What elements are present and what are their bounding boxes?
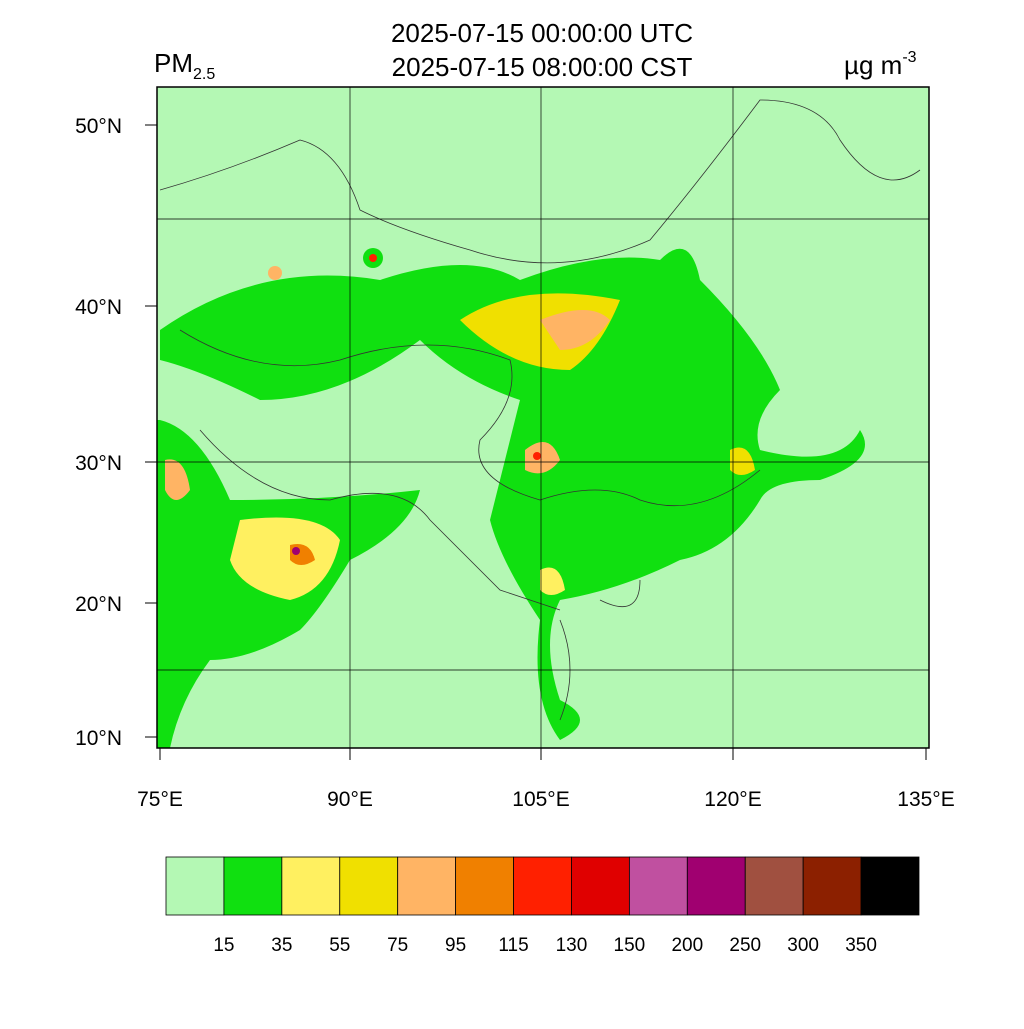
colorbar-box <box>223 856 283 916</box>
colorbar-label: 75 <box>387 935 408 956</box>
colorbar-box <box>165 856 225 916</box>
graticule <box>157 87 929 748</box>
lat-label: 30°N <box>75 452 122 475</box>
colorbar-label: 115 <box>498 935 528 956</box>
lon-label: 90°E <box>327 788 373 811</box>
title-line: 2025-07-15 00:00:00 UTC <box>391 18 693 48</box>
colorbar-label: 300 <box>787 935 819 956</box>
colorbar-box <box>628 856 688 916</box>
colorbar-box <box>281 856 341 916</box>
colorbar-box <box>455 856 514 916</box>
unit-sup: -3 <box>902 49 916 66</box>
unit-label: µg m-3 <box>844 49 917 80</box>
colorbar-label: 200 <box>671 935 703 956</box>
lon-label: 105°E <box>512 788 569 811</box>
colorbar-box <box>397 856 457 916</box>
lat-label: 20°N <box>75 593 122 616</box>
colorbar-box <box>744 856 804 916</box>
colorbar-box <box>802 856 862 916</box>
colorbar-label: 55 <box>329 935 350 956</box>
colorbar-box <box>571 856 630 916</box>
unit-base: µg m <box>844 50 902 80</box>
title-line: 2025-07-15 08:00:00 CST <box>392 52 693 82</box>
colorbar-label: 35 <box>271 935 292 956</box>
map-frame <box>156 86 930 749</box>
colorbar-box <box>686 856 746 916</box>
lon-label: 120°E <box>704 788 761 811</box>
map-field <box>157 87 929 748</box>
lon-label: 135°E <box>897 788 954 811</box>
colorbar-label: 95 <box>445 935 466 956</box>
colorbar-label: 15 <box>213 935 234 956</box>
lat-label: 40°N <box>75 296 122 319</box>
colorbar-label: 250 <box>729 935 761 956</box>
lon-label: 75°E <box>137 788 183 811</box>
variable-sub: 2.5 <box>193 66 215 83</box>
variable-label: PM2.5 <box>154 48 215 83</box>
variable-base: PM <box>154 48 193 78</box>
colorbar-box <box>339 856 399 916</box>
colorbar-box <box>513 856 572 916</box>
colorbar-label: 130 <box>556 935 588 956</box>
lat-label: 10°N <box>75 727 122 750</box>
lat-label: 50°N <box>75 115 122 138</box>
colorbar-box <box>860 856 920 916</box>
colorbar-label: 350 <box>845 935 877 956</box>
colorbar-label: 150 <box>614 935 646 956</box>
